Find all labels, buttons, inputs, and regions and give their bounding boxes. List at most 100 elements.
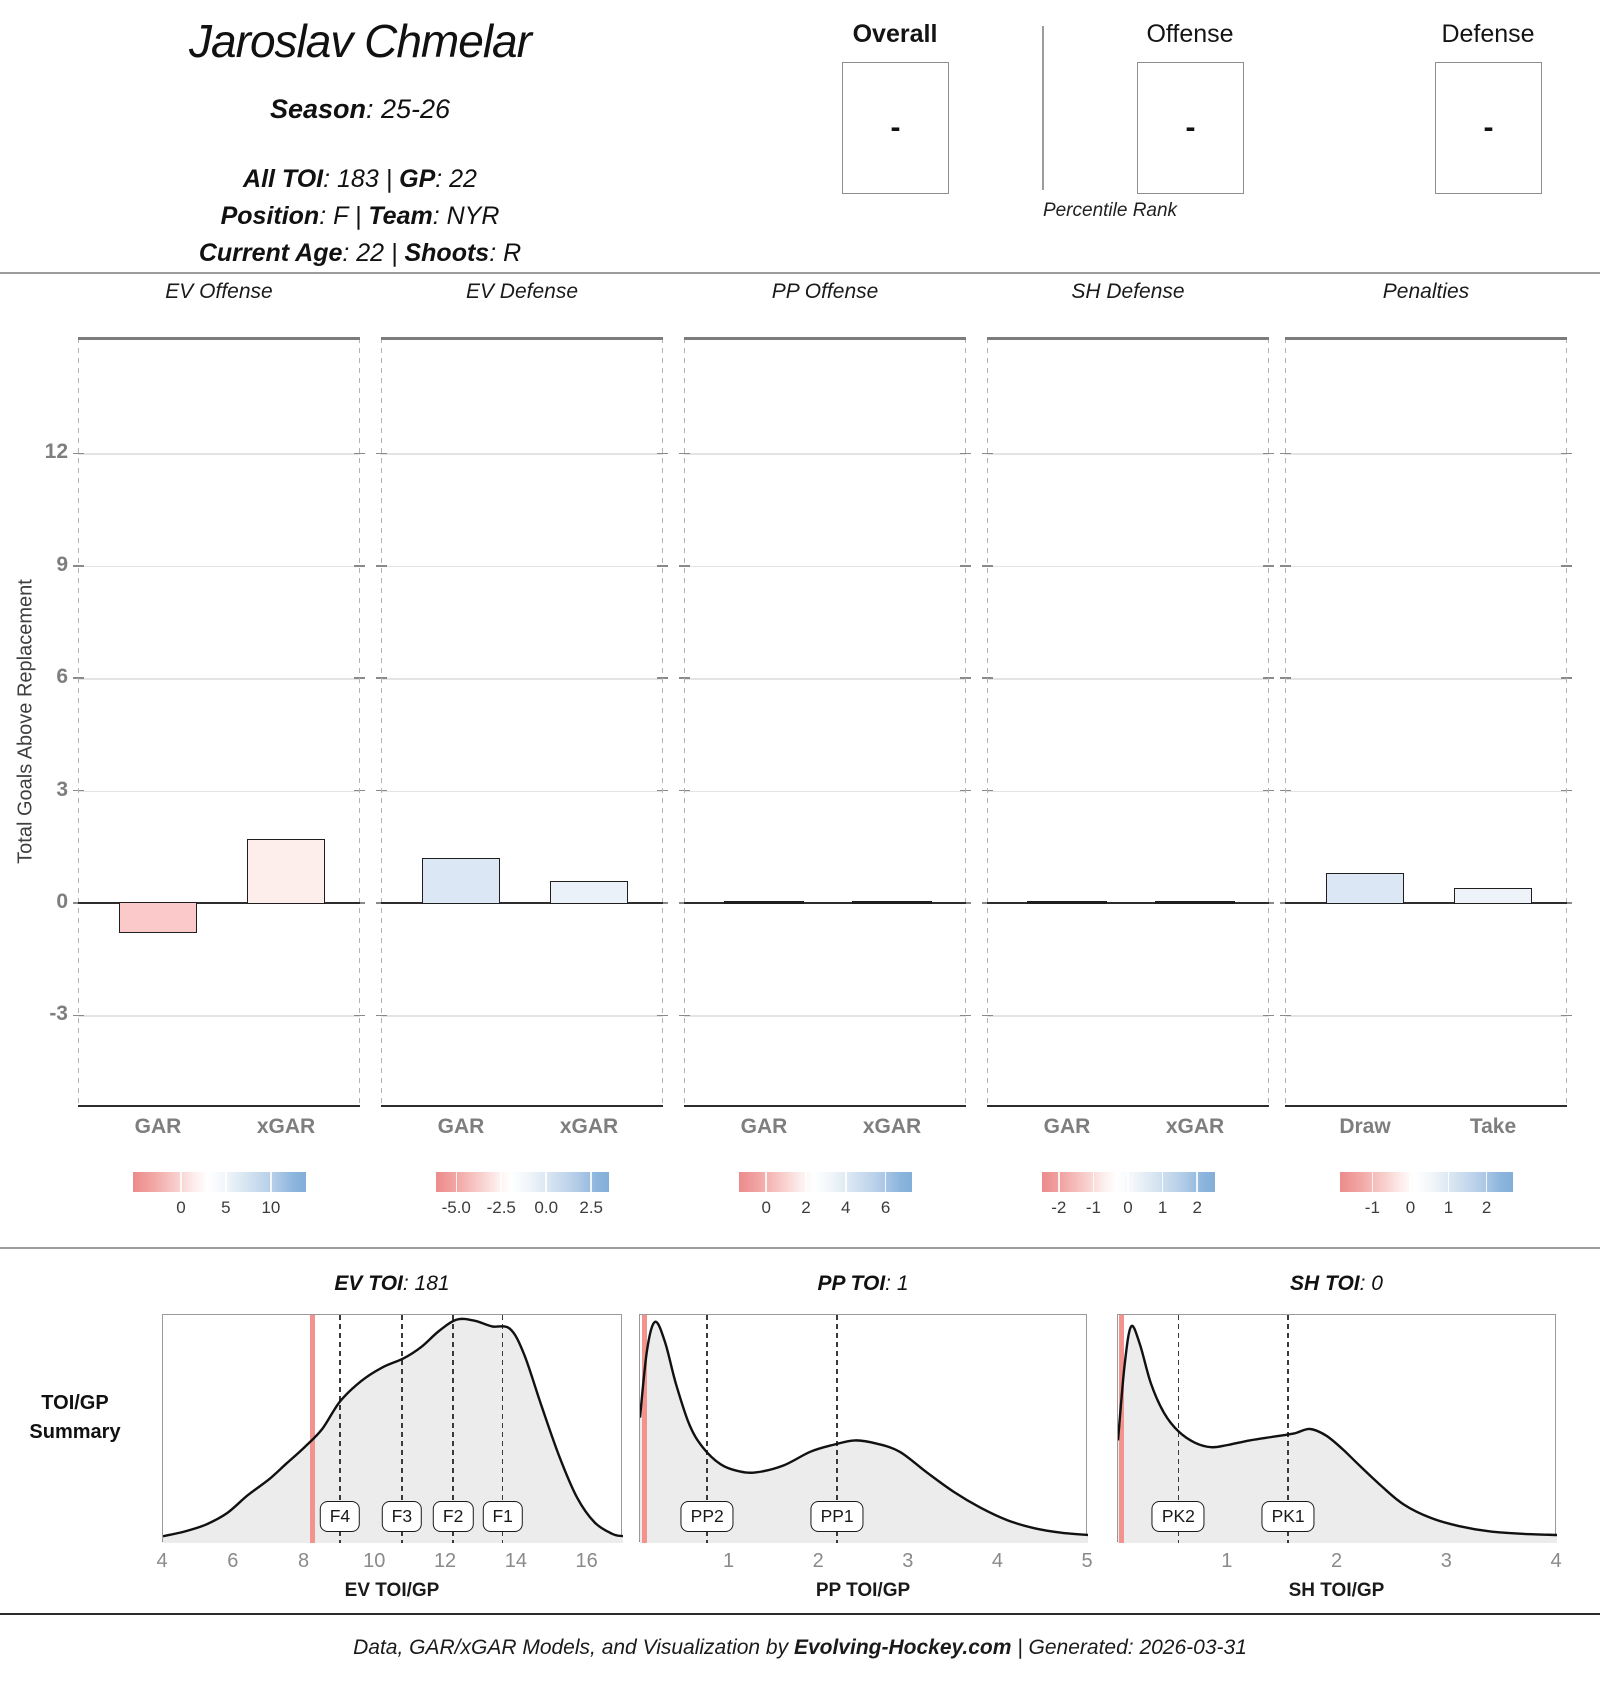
player-info-segment: | [385,165,393,193]
density-title-label: PP TOI [817,1272,886,1295]
panel-title-ev-defense: EV Defense [465,280,579,303]
legend-tick-label: 0 [1123,1198,1133,1217]
category-label-gar: GAR [1043,1115,1091,1138]
density-title-label: SH TOI [1290,1272,1360,1295]
player-info-segment: : NYR [432,202,500,230]
player-info-line-2: Position: F | Team: NYR [60,202,660,231]
marker-line-f4 [339,1315,341,1543]
panel-bottom-axis [1285,1104,1567,1107]
gridline [381,453,663,455]
density-title-value: : 181 [402,1272,450,1295]
x-tick-label-ev-toi-4: 4 [156,1550,168,1572]
marker-label-f4: F4 [319,1501,361,1532]
gar-panel-ev-offense [73,337,365,1107]
bar-take [1454,888,1532,904]
footer-suffix: | Generated: 2026-03-31 [1011,1636,1247,1659]
zero-line [684,902,966,905]
legend-tickmark [1127,1172,1129,1192]
player-info-segment: GP [399,165,436,193]
gridline [987,565,1269,568]
panel-top-rule [684,337,966,340]
footer-prefix: Data, GAR/xGAR Models, and Visualization… [353,1636,794,1659]
legend-gradient-pp-offense [738,1172,912,1192]
legend-tickmark [180,1172,182,1192]
legend-tick-label: 2 [1481,1198,1492,1217]
gridline [381,1015,663,1017]
player-info-lines: Season: 25-26 All TOI: 183 | GP: 22 Positi… [60,94,660,268]
panel-bottom-axis [987,1104,1269,1107]
category-label-gar: GAR [437,1115,485,1138]
legend-gradient-ev-defense [435,1172,609,1192]
panel-bottom-axis [381,1104,663,1107]
density-fill [163,1318,623,1543]
gridline [987,678,1269,680]
legend-gradient-ev-offense [132,1172,306,1192]
x-tick-label-sh-toi-2: 2 [1330,1550,1343,1572]
player-info-segment: : 22 [435,165,477,193]
x-tick-label-pp-toi-3: 3 [902,1550,914,1572]
player-info-segment: Team [368,202,433,230]
player-toi-line-sh-toi [1118,1315,1124,1543]
legend-tickmark [1485,1172,1488,1192]
bar-xgar [550,880,628,904]
bar-xgar-zero [1155,900,1235,904]
panel-top-rule [1285,337,1567,340]
marker-label-pk2: PK2 [1151,1501,1205,1532]
density-curve [163,1317,623,1538]
player-info-segment: Shoots [404,239,490,267]
density-title-sh-toi: SH TOI: 0 [1117,1272,1556,1296]
category-label-xgar: xGAR [1165,1115,1225,1138]
category-label-gar: GAR [134,1115,182,1138]
legend-tickmark [884,1172,887,1192]
gar-panel-sh-defense [982,337,1274,1107]
player-info-segment: Season [269,94,366,124]
gridline [78,1015,360,1017]
percentile-value-offense: - [1185,111,1196,144]
gridline [684,565,966,568]
bar-gar-zero [724,900,804,904]
x-tick-label-pp-toi-2: 2 [812,1550,824,1572]
gridline [1285,1015,1567,1017]
gridline [987,453,1269,455]
legend-tick-label: -2 [1051,1198,1067,1217]
marker-label-f3: F3 [381,1501,423,1532]
x-tick-label-ev-toi-8: 8 [297,1550,310,1572]
x-axis-title-ev-toi: EV TOI/GP [344,1580,440,1601]
gridline [684,790,966,792]
x-tick-label-ev-toi-10: 10 [363,1550,386,1572]
percentile-value-overall: - [890,111,901,144]
y-tick-label-12: 12 [44,440,68,464]
gar-panel-ev-defense [376,337,668,1107]
category-label-xgar: xGAR [256,1115,316,1138]
marker-label-f1: F1 [482,1501,523,1532]
bar-gar [119,902,197,933]
gridline [1285,565,1567,568]
legend-tick-label: 2 [801,1198,811,1217]
legend-gradient-penalties [1339,1172,1513,1192]
player-info-line-3: Current Age: 22 | Shoots: R [60,239,660,268]
player-info-line-1: All TOI: 183 | GP: 22 [60,165,660,194]
density-title-value: : 0 [1359,1272,1383,1295]
density-title-value: : 1 [885,1272,909,1295]
player-info-segment: | [354,202,362,230]
player-info-segment: : 183 [323,165,386,193]
toi-summary-label-line1: TOI/GP [41,1392,109,1414]
panel-title-pp-offense: PP Offense [771,280,879,303]
legend-tick-label: 0 [761,1198,771,1217]
marker-line-f3 [401,1315,403,1543]
density-curve [640,1320,1088,1537]
legend-tick-label: 0.0 [534,1198,559,1217]
density-title-label: EV TOI [334,1272,403,1295]
density-curve [1118,1324,1557,1537]
gridline [78,565,360,568]
player-info-segment: Position [220,202,320,230]
gridline [78,678,360,680]
player-toi-line-pp-toi [641,1315,647,1543]
percentile-box-overall: - [842,62,949,194]
density-fill [640,1321,1088,1543]
percentile-box-defense: - [1435,62,1542,194]
panel-title-ev-offense: EV Offense [165,280,273,303]
x-tick-label-ev-toi-14: 14 [504,1550,527,1572]
legend-tick-label: 0 [176,1198,186,1217]
percentile-divider [1042,26,1044,190]
